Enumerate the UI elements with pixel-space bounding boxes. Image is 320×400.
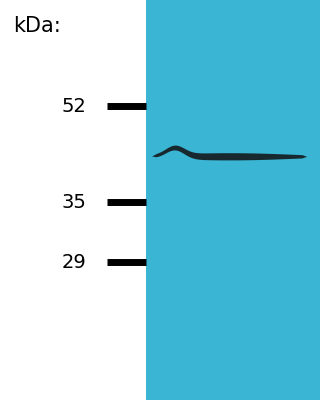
Text: 35: 35 — [61, 192, 86, 212]
Polygon shape — [152, 146, 307, 160]
Text: kDa:: kDa: — [13, 16, 60, 36]
Text: 29: 29 — [62, 252, 86, 272]
Bar — [146, 0, 320, 400]
Text: 52: 52 — [61, 96, 86, 116]
